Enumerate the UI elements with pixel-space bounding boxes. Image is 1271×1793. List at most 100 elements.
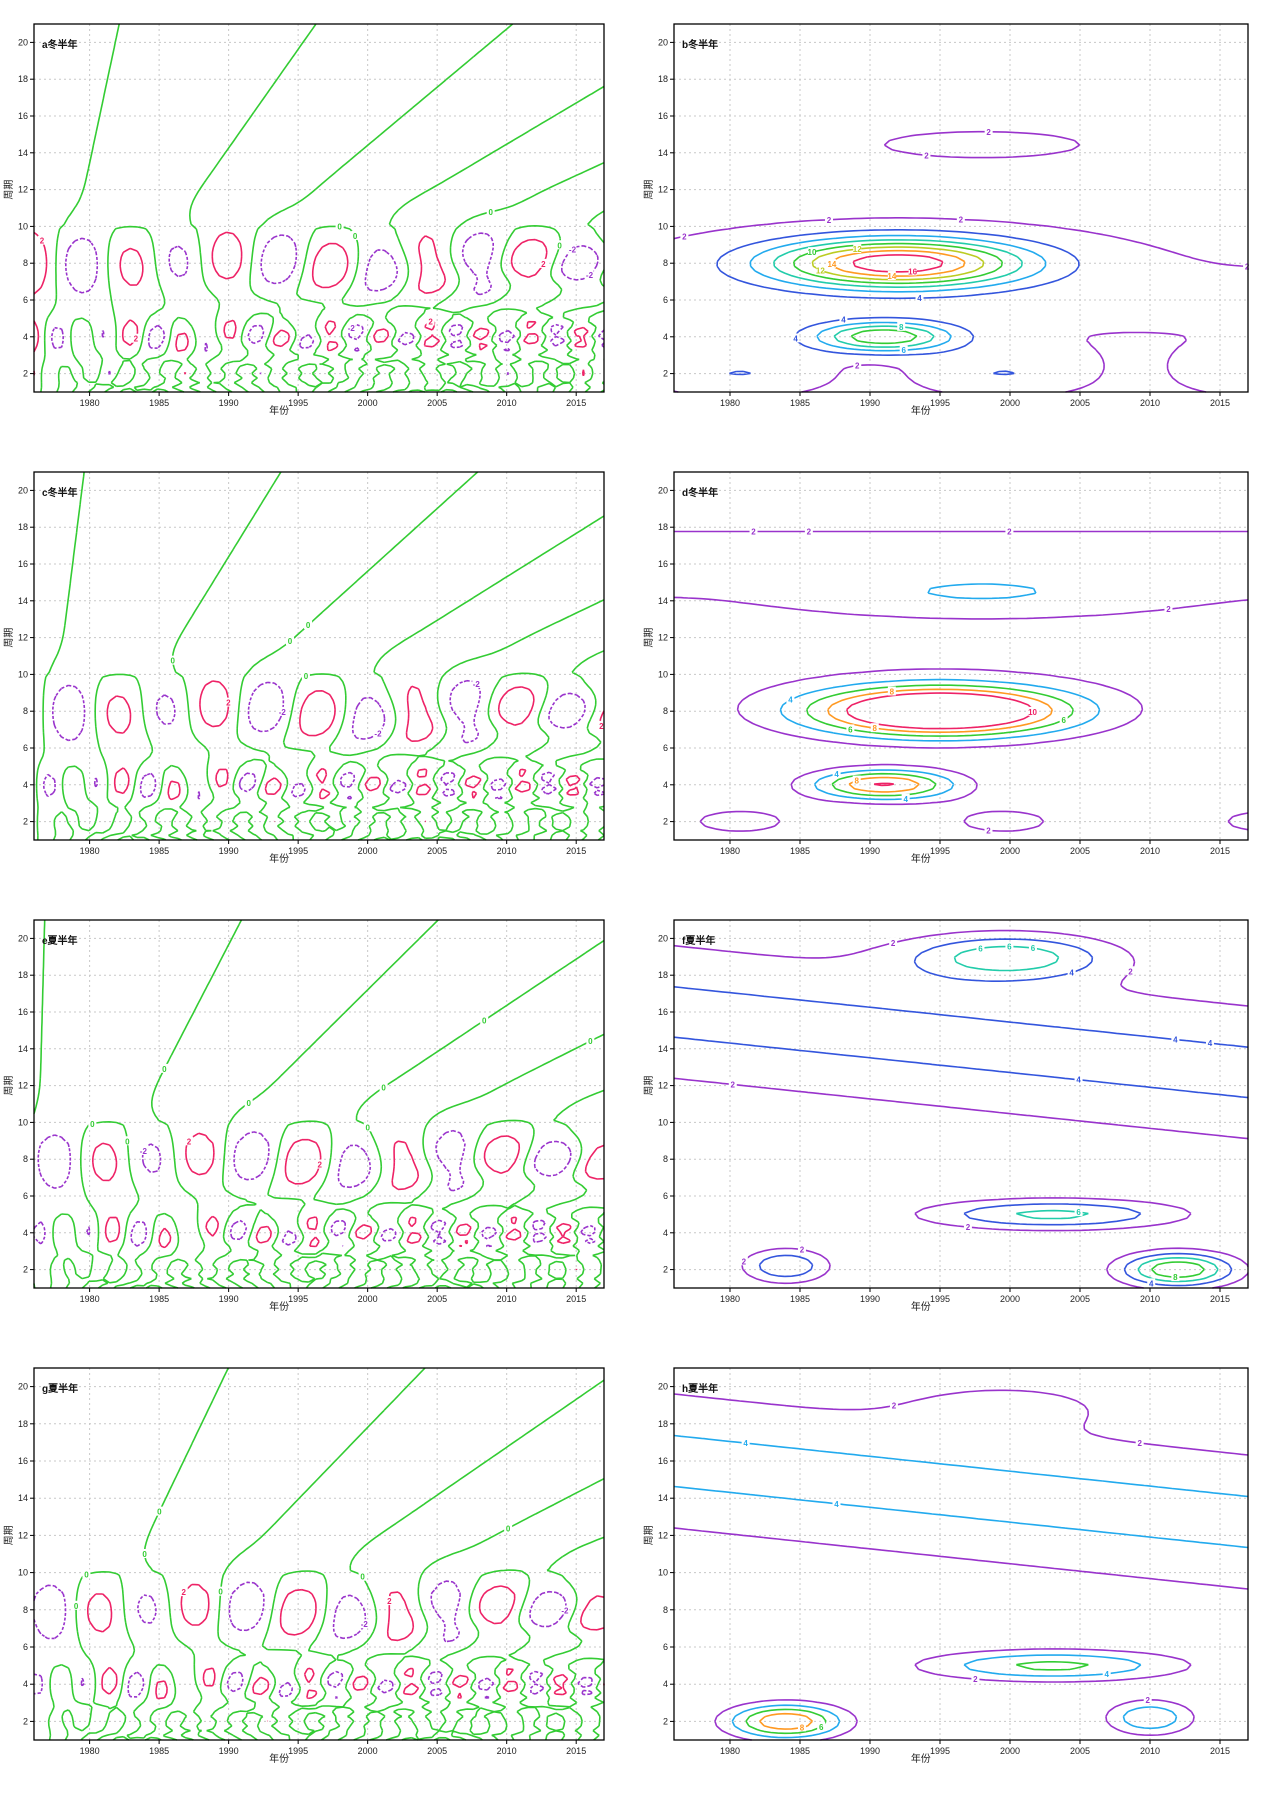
x-tick-label: 2000: [358, 1746, 378, 1756]
contour-label: 8: [1173, 1273, 1178, 1282]
contour-chart-f: 6 4 2 2 4 6 4 2 2 2 4 2 8 6 6 4 1980 1985 1990 1995 2000 2005…: [643, 919, 1249, 1313]
contour-label-bg: [1243, 261, 1252, 271]
contour-label-bg: [160, 1063, 169, 1073]
y-tick-label: 18: [18, 522, 28, 532]
contour-label: 4: [903, 795, 908, 804]
contour-label: 6: [901, 346, 906, 355]
plot-frame: [33, 919, 605, 1289]
y-tick-label: 12: [658, 185, 668, 195]
contour-level-6: [745, 1661, 1089, 1735]
x-tick-label: 2005: [427, 398, 447, 408]
contour-label: 6: [1031, 944, 1036, 953]
contour-label: 2: [318, 1161, 323, 1170]
contour-level-6: [749, 234, 1047, 352]
x-tick-label: 1995: [930, 1294, 950, 1304]
x-tick-label: 1990: [860, 846, 880, 856]
contour-label-bg: [1005, 941, 1014, 951]
x-tick-label: 1985: [790, 846, 810, 856]
y-tick-label: 4: [23, 1679, 28, 1689]
contour-level-10: [793, 242, 1003, 345]
x-tick-label: 2000: [1000, 846, 1020, 856]
contour-labels: 2 -2 2 0 0 0 0 0 0 0 0: [88, 1015, 595, 1170]
panel-title: g夏半年: [42, 1382, 78, 1395]
y-axis-label: 周期: [643, 1076, 655, 1096]
y-tick-label: 16: [18, 111, 28, 121]
plot-frame: [673, 919, 1249, 1289]
plot-frame: [33, 23, 605, 393]
contour-label-bg: [179, 1587, 188, 1597]
y-tick-label: 20: [18, 37, 28, 47]
contour-label-bg: [984, 126, 993, 136]
contour-label-bg: [88, 1118, 97, 1128]
contour-level-2: [673, 1389, 1249, 1741]
contour-label: -2: [348, 324, 356, 333]
panel-title: a冬半年: [42, 38, 78, 51]
y-tick-label: 16: [658, 111, 668, 121]
contour-label: 2: [387, 1597, 392, 1606]
contour-label: 8: [899, 323, 904, 332]
contour-label-bg: [846, 724, 855, 734]
contour-label-bg: [373, 728, 382, 738]
contour-level-0: [40, 23, 605, 393]
y-tick-label: 6: [23, 1642, 28, 1652]
contour-label: 2: [891, 939, 896, 948]
x-tick-label: 2015: [1210, 1746, 1230, 1756]
contour-labels: 4 2 2 4 6 8 4 2 2: [741, 1400, 1152, 1732]
x-tick-label: 2010: [497, 846, 517, 856]
contour-label-bg: [123, 1136, 132, 1146]
contour-label: 0: [306, 621, 311, 630]
x-axis-label: 年份: [269, 852, 289, 865]
contour-label: 10: [808, 248, 817, 257]
contour-label: 2: [1245, 262, 1250, 271]
y-tick-label: 4: [663, 780, 668, 790]
contour-level-8: [759, 1712, 814, 1730]
y-tick-label: 12: [18, 633, 28, 643]
contour-label-bg: [728, 1079, 737, 1089]
x-tick-label: 1980: [720, 1294, 740, 1304]
y-tick-label: 10: [18, 221, 28, 231]
contour-label-bg: [797, 1722, 806, 1732]
contour-label-bg: [155, 1506, 164, 1516]
panel-title: c冬半年: [42, 486, 78, 499]
x-axis-label: 年份: [269, 1752, 289, 1765]
contour-label: 0: [381, 1083, 386, 1092]
y-tick-label: 4: [663, 332, 668, 342]
contour-label: 4: [834, 770, 839, 779]
y-tick-label: 10: [658, 221, 668, 231]
contour-label-bg: [791, 333, 800, 343]
contour-label-bg: [139, 1145, 148, 1155]
contour-label: 4: [1104, 1670, 1109, 1679]
y-tick-label: 8: [663, 1605, 668, 1615]
contour-label-bg: [379, 1082, 388, 1092]
contour-label: -2: [473, 680, 481, 689]
y-tick-label: 12: [18, 1081, 28, 1091]
contour-level-6: [806, 684, 1074, 797]
y-tick-label: 20: [18, 1382, 28, 1392]
contour-level-0: [35, 471, 605, 841]
y-tick-label: 8: [663, 258, 668, 268]
x-tick-label: 2000: [358, 398, 378, 408]
panel-d: 2 2 4 2 4 6 8 10 8 6 8 4 2 2 1980 1985 1990 1995 2000 2005 2…: [640, 448, 1271, 888]
contour-label-bg: [852, 775, 861, 785]
contour-label-bg: [335, 221, 344, 231]
contour-label: 2: [800, 1246, 805, 1255]
x-tick-label: 2010: [1140, 398, 1160, 408]
y-tick-label: 4: [23, 780, 28, 790]
contour-label: 2: [807, 528, 812, 537]
contour-label: 2: [1007, 528, 1012, 537]
contour-label-bg: [597, 720, 606, 730]
contour-label: 0: [157, 1508, 162, 1517]
contour-label: 6: [819, 1723, 824, 1732]
y-tick-label: 2: [23, 817, 28, 827]
contour-label-bg: [131, 333, 140, 343]
y-tick-label: 6: [663, 743, 668, 753]
contour-label: 2: [827, 216, 832, 225]
contour-label: -2: [561, 1607, 569, 1616]
x-tick-label: 2000: [1000, 1746, 1020, 1756]
y-tick-label: 14: [658, 148, 668, 158]
contour-label: 0: [488, 208, 493, 217]
x-tick-label: 2015: [566, 846, 586, 856]
contour-label: 6: [1076, 1208, 1081, 1217]
